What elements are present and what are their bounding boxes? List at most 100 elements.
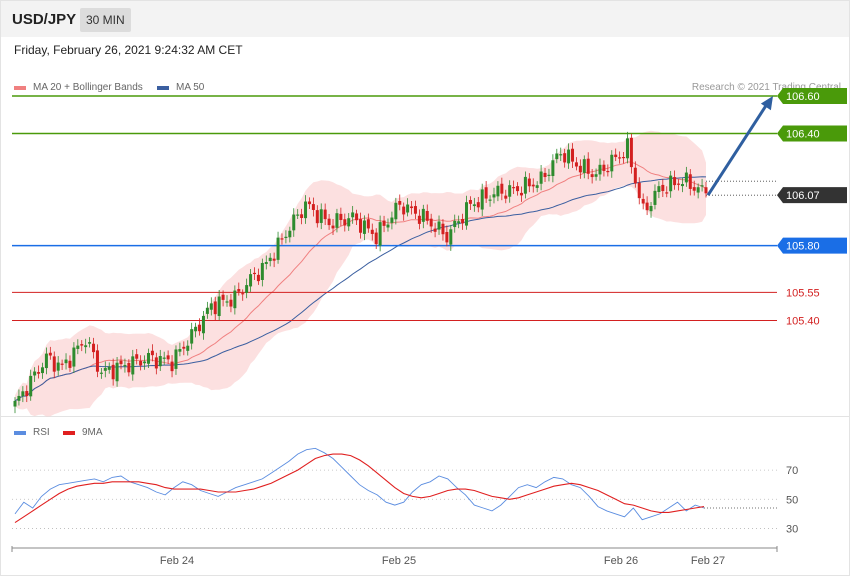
candle-body — [111, 364, 115, 380]
candle-body — [571, 148, 575, 162]
candle-body — [547, 174, 551, 176]
candle-body — [95, 350, 99, 372]
x-tick-label-feb-26: Feb 26 — [604, 555, 638, 567]
candle-body — [645, 202, 649, 211]
candle-body — [370, 229, 374, 234]
currency-pair-title: USD/JPY — [12, 11, 77, 28]
candle-body — [425, 210, 429, 221]
candle-body — [154, 357, 158, 369]
candle-body — [539, 171, 543, 184]
candle-body — [339, 213, 343, 221]
level-tag-105.80 — [777, 237, 847, 254]
candle-body — [107, 366, 111, 370]
level-label-106.40: 106.40 — [786, 128, 820, 140]
candle-body — [217, 296, 221, 317]
projection-arrow-shaft — [706, 103, 769, 196]
candle-body — [378, 222, 382, 246]
candle-body — [480, 189, 484, 210]
candle-body — [190, 329, 194, 344]
candle-body — [618, 157, 622, 159]
candle-body — [512, 187, 516, 189]
candle-body — [704, 187, 708, 194]
candle-body — [449, 229, 453, 245]
candles — [13, 131, 708, 414]
candle-body — [256, 274, 260, 282]
candle-body — [598, 164, 602, 175]
candle-body — [488, 199, 492, 201]
candle-body — [264, 262, 268, 265]
candle-body — [465, 202, 469, 226]
legend-label-ma20: MA 20 + Bollinger Bands — [33, 82, 143, 93]
candle-body — [146, 352, 150, 364]
legend-swatch-ma50 — [157, 85, 169, 90]
candle-body — [413, 206, 417, 214]
candle-body — [394, 202, 398, 220]
rsi-tick-30: 30 — [786, 523, 798, 535]
candle-body — [198, 324, 202, 332]
candle-body — [633, 167, 637, 184]
timeframe-badge[interactable]: 30 MIN — [80, 8, 131, 32]
candle-body — [649, 206, 653, 212]
candle-body — [680, 184, 684, 187]
candle-body — [406, 204, 410, 213]
rsi-ma-line — [14, 453, 705, 524]
candle-body — [182, 346, 186, 349]
candle-body — [637, 182, 641, 199]
timestamp: Friday, February 26, 2021 9:24:32 AM CET — [14, 43, 243, 57]
candle-body — [64, 359, 68, 364]
candle-body — [143, 361, 147, 364]
candle-body — [574, 162, 578, 167]
candle-body — [131, 356, 135, 375]
candle-body — [500, 183, 504, 194]
candle-body — [40, 367, 44, 374]
candle-body — [457, 221, 461, 224]
candle-body — [657, 186, 661, 193]
candle-body — [610, 154, 614, 172]
candle-body — [84, 345, 88, 348]
candle-body — [276, 237, 280, 260]
candle-body — [335, 213, 339, 228]
panel-divider — [1, 416, 849, 417]
candle-body — [88, 342, 92, 344]
x-tick-label-feb-27: Feb 27 — [691, 555, 725, 567]
candle-body — [531, 184, 535, 187]
candle-body — [127, 362, 131, 373]
candle-body — [72, 347, 76, 367]
x-tick-label-feb-25: Feb 25 — [382, 555, 416, 567]
candle-body — [578, 165, 582, 173]
candle-body — [559, 154, 563, 156]
candle-body — [178, 349, 182, 352]
candle-body — [194, 326, 198, 332]
candle-body — [327, 218, 331, 226]
candle-body — [347, 218, 351, 227]
candle-body — [437, 221, 441, 230]
candle-body — [516, 186, 520, 192]
candle-body — [441, 223, 445, 235]
legend-label-rsi: RSI — [33, 427, 50, 438]
candle-body — [543, 172, 547, 178]
legend-swatch-ma20 — [14, 85, 26, 90]
rsi-line — [14, 447, 705, 521]
candle-body — [508, 185, 512, 197]
candle-body — [319, 209, 323, 223]
candle-body — [135, 354, 139, 359]
level-label-105.80: 105.80 — [786, 241, 820, 253]
level-tag-106.07 — [777, 187, 847, 204]
legend-rsi-ma: 9MA — [63, 427, 103, 438]
candle-body — [421, 208, 425, 222]
candle-body — [602, 164, 606, 171]
header-bar: USD/JPY 30 MIN — [1, 1, 849, 37]
legend-label-ma50: MA 50 — [176, 82, 205, 93]
level-label-105.55: 105.55 — [786, 287, 820, 299]
candle-body — [174, 349, 178, 369]
candle-body — [162, 357, 166, 359]
candle-body — [402, 206, 406, 215]
legend-label-rsi-ma: 9MA — [82, 427, 103, 438]
candle-body — [56, 362, 60, 371]
candle-body — [76, 345, 80, 349]
candle-body — [519, 192, 523, 196]
candle-body — [252, 272, 256, 275]
candle-body — [150, 350, 154, 356]
x-tick-label-feb-24: Feb 24 — [160, 555, 194, 567]
